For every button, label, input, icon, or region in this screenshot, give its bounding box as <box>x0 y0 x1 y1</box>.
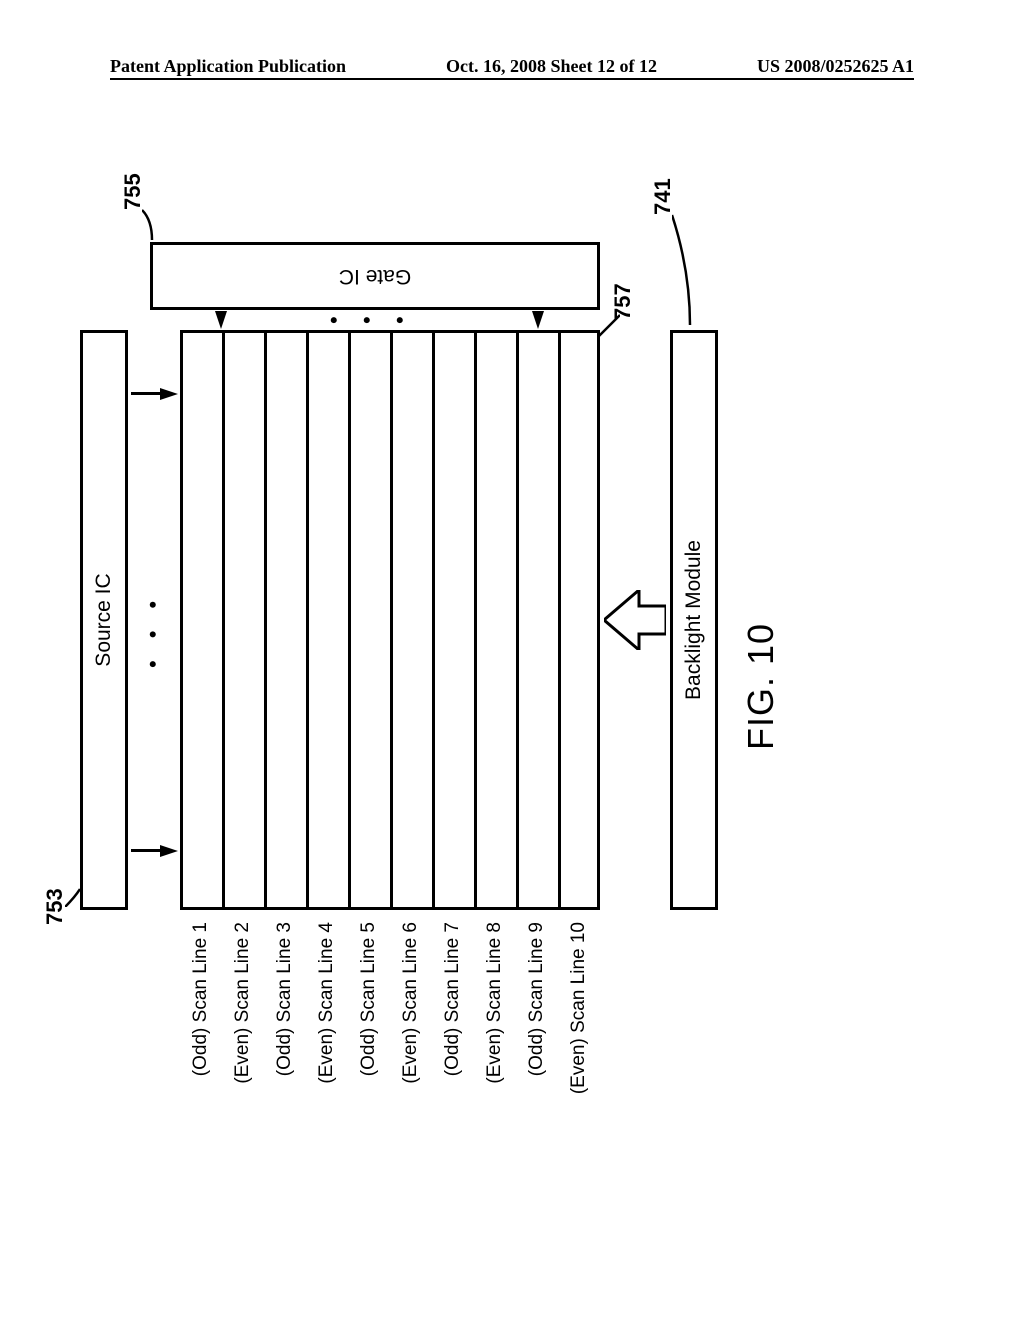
big-arrow-icon <box>604 590 666 650</box>
header-center: Oct. 16, 2008 Sheet 12 of 12 <box>446 56 657 77</box>
header-rule <box>110 78 914 80</box>
scan-line-row <box>225 333 267 907</box>
figure-caption: FIG. 10 <box>740 623 782 750</box>
page-header: Patent Application Publication Oct. 16, … <box>110 56 914 77</box>
source-ic-block: Source IC <box>80 330 128 910</box>
scan-line-label: (Even) Scan Line 8 <box>474 914 516 1100</box>
header-left: Patent Application Publication <box>110 56 346 77</box>
arrow-icon <box>160 845 178 857</box>
scan-line-label: (Odd) Scan Line 1 <box>180 914 222 1100</box>
scan-line-row <box>561 333 603 907</box>
scan-line-row <box>435 333 477 907</box>
scan-line-label: (Even) Scan Line 6 <box>390 914 432 1100</box>
scan-line-label: (Odd) Scan Line 3 <box>264 914 306 1100</box>
ellipsis-icon: ••• <box>140 601 166 668</box>
leader-line <box>65 877 85 907</box>
scan-line-label: (Even) Scan Line 4 <box>306 914 348 1100</box>
backlight-label: Backlight Module <box>682 540 706 700</box>
ellipsis-icon: ••• <box>328 316 405 324</box>
scan-line-row <box>309 333 351 907</box>
arrow-stem <box>131 392 161 395</box>
figure: Source IC ••• Gate IC ••• <box>80 200 740 1100</box>
arrow-stem <box>131 849 161 852</box>
arrow-icon <box>532 311 544 329</box>
leader-line <box>142 205 162 240</box>
backlight-block: Backlight Module <box>670 330 718 910</box>
scan-line-row <box>477 333 519 907</box>
scan-line-row <box>351 333 393 907</box>
leader-line <box>672 210 697 325</box>
gate-ic-label: Gate IC <box>339 264 411 288</box>
display-panel <box>180 330 600 910</box>
leader-line <box>595 310 620 340</box>
scan-line-label: (Odd) Scan Line 5 <box>348 914 390 1100</box>
arrow-icon <box>215 311 227 329</box>
arrow-icon <box>160 388 178 400</box>
header-right: US 2008/0252625 A1 <box>757 56 914 77</box>
scan-line-label: (Even) Scan Line 2 <box>222 914 264 1100</box>
scan-line-label: (Odd) Scan Line 9 <box>516 914 558 1100</box>
scan-line-label: (Odd) Scan Line 7 <box>432 914 474 1100</box>
gate-ic-block: Gate IC <box>150 242 600 310</box>
scan-line-label: (Even) Scan Line 10 <box>558 914 600 1100</box>
scan-line-row <box>519 333 561 907</box>
scan-line-row <box>393 333 435 907</box>
scan-line-row <box>183 333 225 907</box>
source-ic-label: Source IC <box>92 573 116 666</box>
scan-line-labels: (Odd) Scan Line 1 (Even) Scan Line 2 (Od… <box>180 914 600 1100</box>
scan-line-row <box>267 333 309 907</box>
figure-wrap: Source IC ••• Gate IC ••• <box>60 300 960 1000</box>
